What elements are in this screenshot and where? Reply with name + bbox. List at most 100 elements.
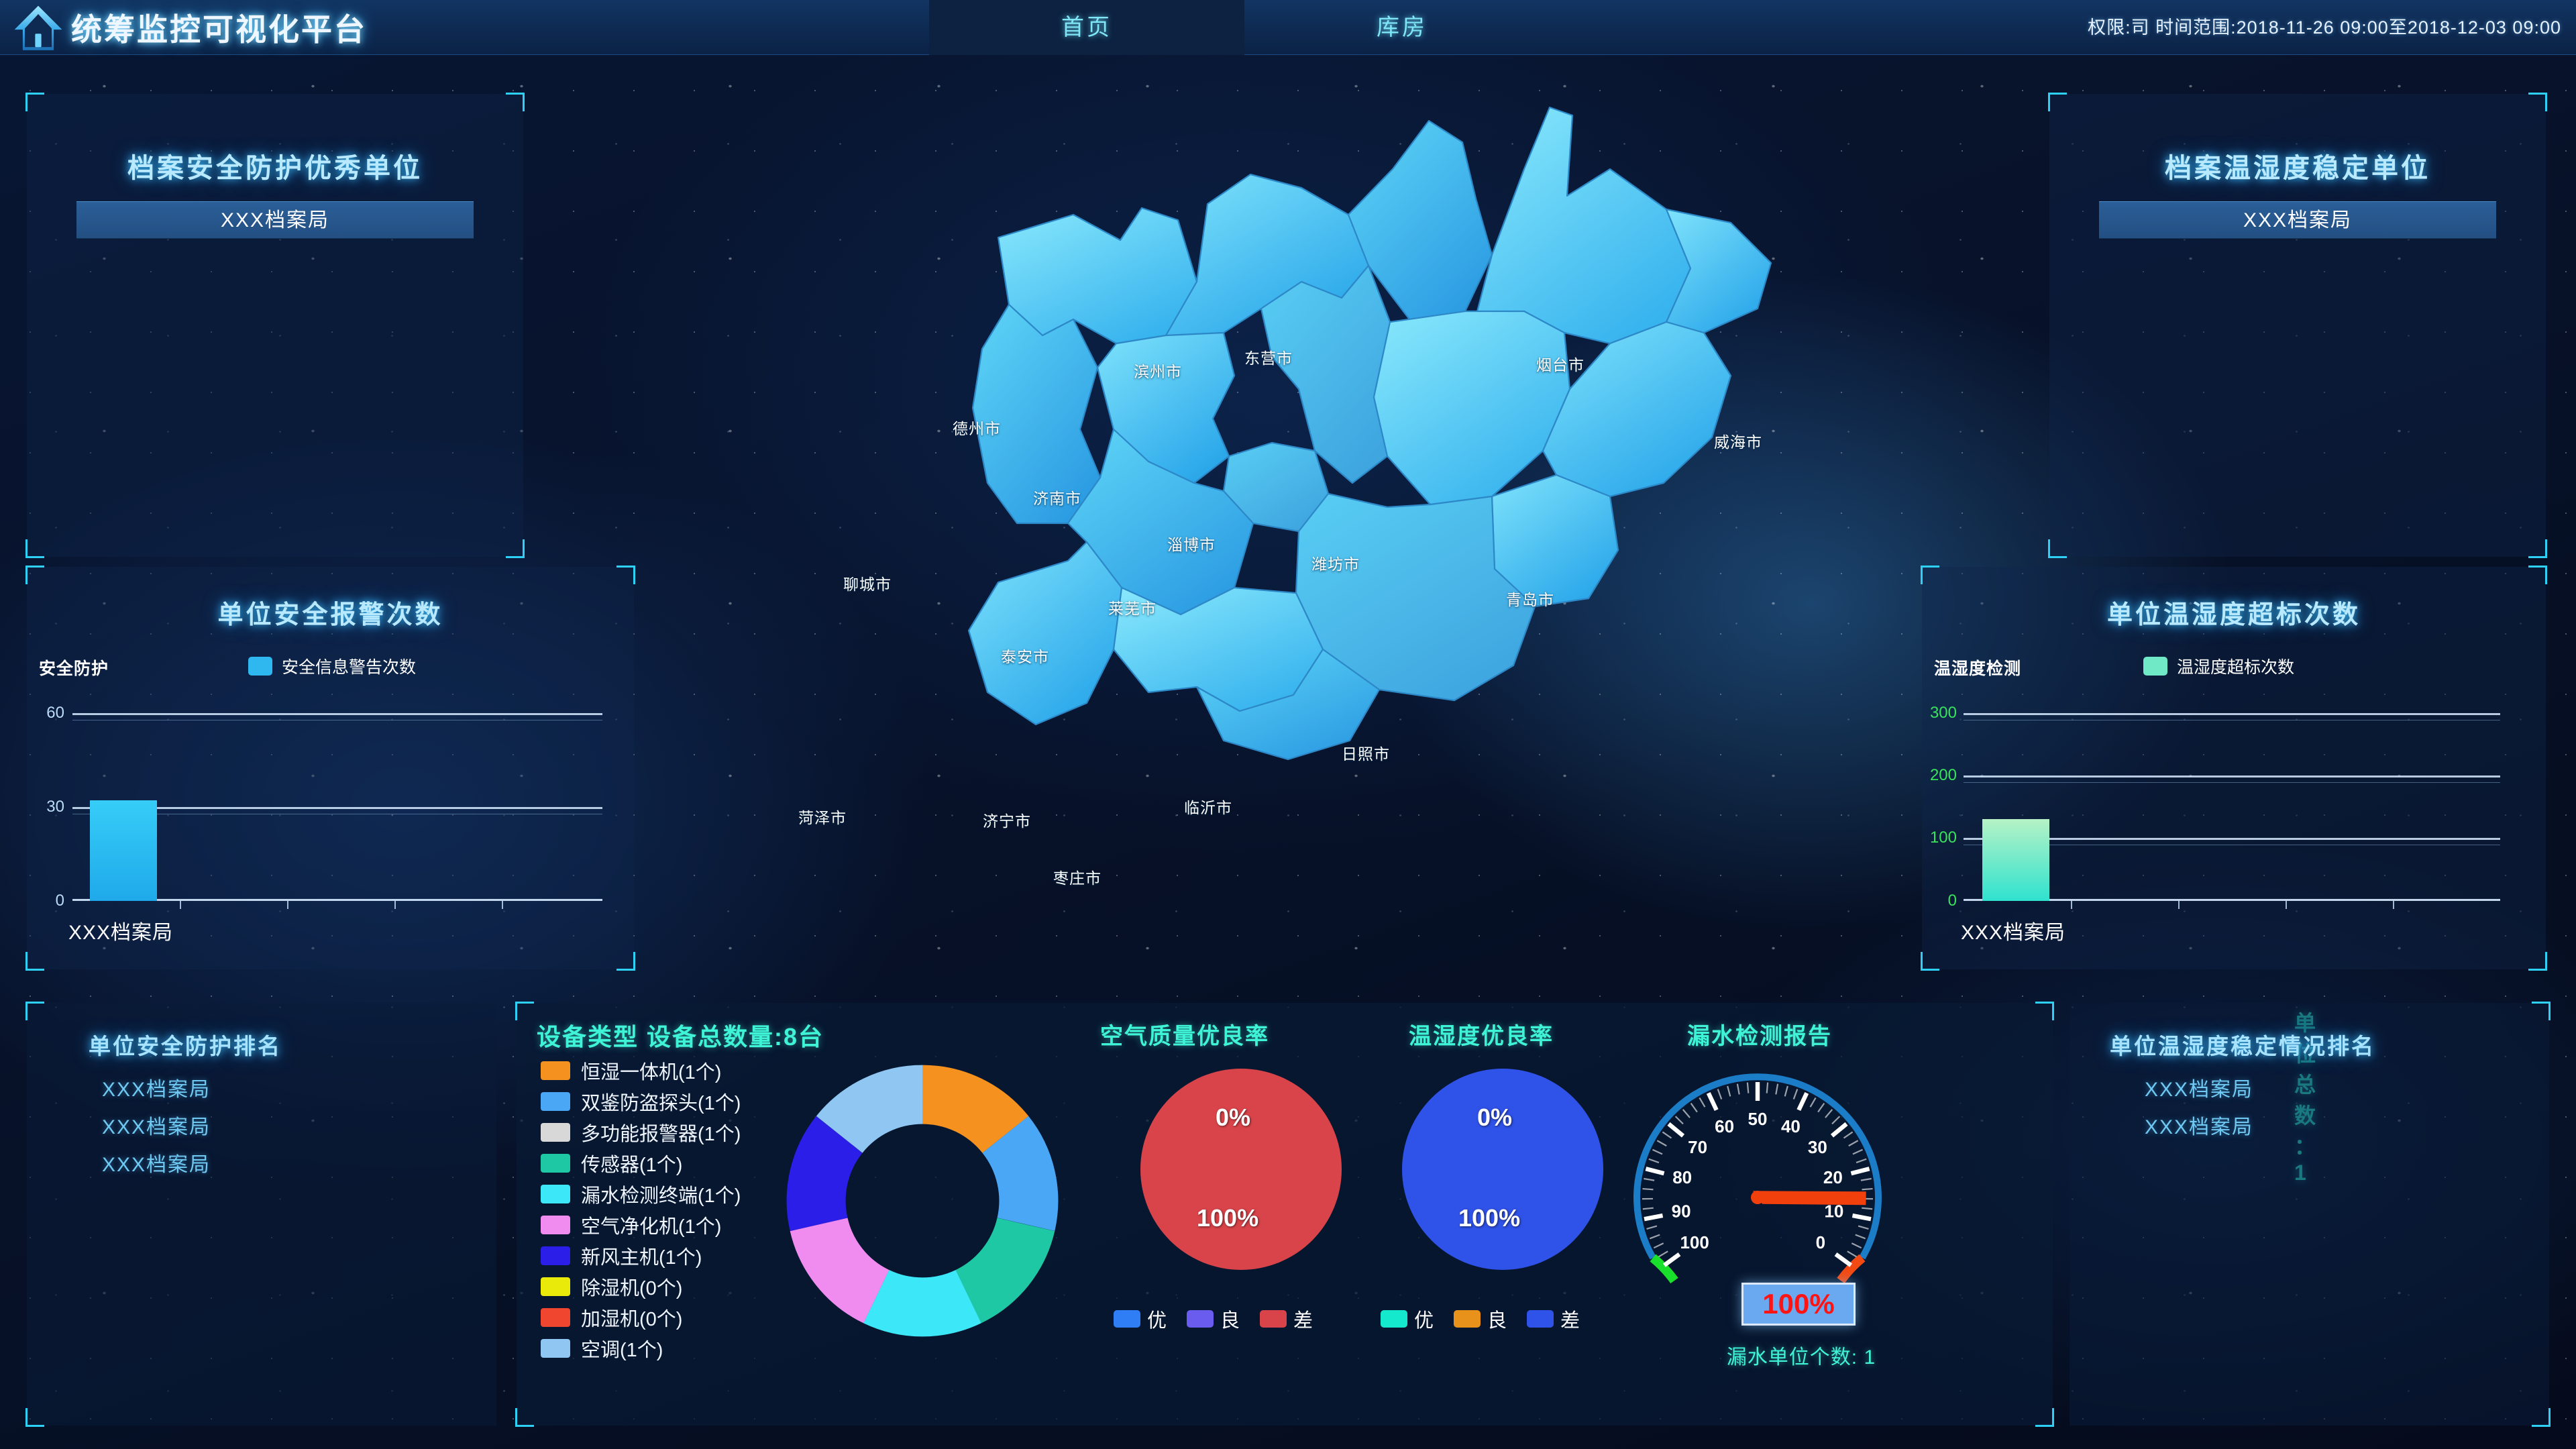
humidity-quality-pie[interactable] [1402, 1069, 1603, 1270]
city-label[interactable]: 威海市 [1714, 433, 1762, 451]
device-legend-item[interactable]: 新风主机(1个) [541, 1240, 829, 1271]
security-rank-list: XXX档案局 XXX档案局 XXX档案局 [27, 1069, 496, 1181]
device-legend-swatch-icon [541, 1092, 570, 1111]
china-shandong-map[interactable]: 单 位 总 数 ： 1 滨州市东营市烟台市威海市德州市济南市淄博市潍坊市青岛市聊… [671, 80, 2316, 1185]
device-legend-item[interactable]: 空调(1个) [541, 1333, 829, 1364]
device-legend-item[interactable]: 双鉴防盗探头(1个) [541, 1086, 829, 1117]
gauge-tick [1848, 1140, 1859, 1147]
city-label[interactable]: 泰安市 [1001, 648, 1049, 665]
pie-legend-item[interactable]: 差 [1260, 1305, 1313, 1333]
donut-slice-fresh-air[interactable] [786, 1065, 1059, 1337]
panel-security-rank: 单位安全防护排名 XXX档案局 XXX档案局 XXX档案局 [25, 1002, 496, 1427]
gauge-tick [1644, 1177, 1655, 1181]
gauge-tick [1652, 1148, 1663, 1155]
city-label[interactable]: 东营市 [1244, 350, 1293, 367]
gauge-tick [1860, 1177, 1872, 1181]
tab-home[interactable]: 首页 [929, 0, 1244, 55]
bottom-dashboard-strip: 设备类型 设备总数量:8台 恒湿一体机(1个) 双鉴防盗探头(1个) 多功能报警器(… [515, 1002, 2054, 1427]
device-legend-item[interactable]: 传感器(1个) [541, 1148, 829, 1179]
city-label[interactable]: 滨州市 [1134, 363, 1182, 380]
pie-legend-item[interactable]: 良 [1454, 1305, 1507, 1333]
header-meta-text: 权限:司 时间范围:2018-11-26 09:00至2018-12-03 09… [2088, 17, 2561, 38]
rank-item[interactable]: XXX档案局 [102, 1154, 211, 1176]
corner-tr [2528, 566, 2547, 584]
city-label[interactable]: 潍坊市 [1311, 555, 1360, 573]
leak-report-title: 漏水检测报告 [1687, 1024, 1832, 1049]
pie-legend-item[interactable]: 优 [1114, 1305, 1167, 1333]
leak-unit-count: 漏水单位个数: 1 [1726, 1346, 1876, 1368]
map-svg[interactable] [671, 80, 1945, 973]
city-label[interactable]: 菏泽市 [798, 809, 847, 826]
city-label[interactable]: 淄博市 [1167, 536, 1216, 553]
device-legend-item[interactable]: 漏水检测终端(1个) [541, 1179, 829, 1210]
gauge-tick [1830, 1122, 1848, 1138]
city-label[interactable]: 聊城市 [843, 576, 892, 593]
device-legend-swatch-icon [541, 1246, 570, 1265]
gauge-needle [1752, 1191, 1866, 1205]
device-legend-item[interactable]: 加湿机(0个) [541, 1302, 829, 1333]
humidity-quality-title: 温湿度优良率 [1409, 1024, 1554, 1049]
device-legend-item[interactable]: 多功能报警器(1个) [541, 1117, 829, 1148]
axis-name-humidity: 温湿度检测 [1934, 659, 2022, 678]
gauge-tick [1856, 1158, 1867, 1164]
gauge-tick [1662, 1131, 1672, 1139]
ytick-0: 0 [1947, 892, 1957, 910]
device-legend-swatch-icon [541, 1308, 570, 1327]
stable-humidity-unit-chip[interactable]: XXX档案局 [2099, 201, 2496, 239]
rank-item[interactable]: XXX档案局 [102, 1116, 211, 1138]
donut-slice-air-purifier[interactable] [781, 1059, 1065, 1343]
plot-area-humidity [1964, 713, 2500, 909]
city-label[interactable]: 临沂市 [1184, 799, 1232, 816]
gauge-tick [1658, 1250, 1668, 1258]
rank-item[interactable]: XXX档案局 [2145, 1116, 2254, 1138]
city-label[interactable]: 德州市 [953, 420, 1001, 437]
pie-legend-item[interactable]: 良 [1187, 1305, 1240, 1333]
pie-legend-swatch-icon [1114, 1310, 1140, 1328]
xtick [2071, 901, 2072, 909]
rank-item[interactable]: XXX档案局 [102, 1079, 211, 1101]
gauge-tick-label: 0 [1816, 1232, 1825, 1252]
gauge-tick [1736, 1083, 1740, 1095]
gauge-tick [1667, 1122, 1685, 1138]
gauge-tick [1825, 1109, 1833, 1118]
gauge-tick [1847, 1250, 1858, 1258]
gauge-tick [1858, 1225, 1869, 1230]
city-label[interactable]: 日照市 [1342, 745, 1390, 763]
city-label[interactable]: 烟台市 [1536, 356, 1585, 374]
legend-label: 安全信息警告次数 [282, 658, 417, 677]
device-type-donut-chart[interactable] [775, 1053, 1070, 1348]
pie-legend-item[interactable]: 差 [1527, 1305, 1580, 1333]
city-label[interactable]: 青岛市 [1506, 591, 1554, 608]
gauge-tick-label: 100 [1680, 1232, 1709, 1252]
pie-legend-label: 良 [1487, 1310, 1507, 1332]
gauge-tick [1645, 1167, 1665, 1176]
gauge-tick [1766, 1082, 1769, 1093]
bar-humidity-exceed[interactable] [1982, 819, 2049, 901]
air-quality-pie[interactable] [1140, 1069, 1342, 1270]
device-legend-label: 多功能报警器(1个) [581, 1124, 741, 1145]
rank-item[interactable]: XXX档案局 [2145, 1079, 2254, 1101]
xlabel-security: XXX档案局 [68, 922, 174, 944]
city-label[interactable]: 济南市 [1033, 490, 1081, 507]
device-legend-label: 双鉴防盗探头(1个) [581, 1093, 741, 1114]
donut-slice-dual-sensor[interactable] [775, 1053, 1070, 1348]
panel-title-humidity-rank: 单位温湿度稳定情况排名 [2110, 1034, 2375, 1059]
ytick-300: 300 [1929, 704, 1957, 722]
gauge-tick [1682, 1109, 1690, 1118]
tab-depot[interactable]: 库房 [1377, 15, 1428, 40]
device-legend-label: 恒湿一体机(1个) [581, 1062, 722, 1083]
bar-security-alarm[interactable] [90, 800, 157, 901]
corner-bl [515, 1408, 534, 1427]
gridline-200 [1964, 775, 2500, 777]
xtick [2393, 901, 2394, 909]
device-legend-item[interactable]: 空气净化机(1个) [541, 1210, 829, 1240]
device-legend-item[interactable]: 恒湿一体机(1个) [541, 1055, 829, 1086]
city-label[interactable]: 枣庄市 [1053, 869, 1102, 887]
city-label[interactable]: 莱芜市 [1108, 600, 1157, 617]
pie-legend-item[interactable]: 优 [1381, 1305, 1434, 1333]
ytick-100: 100 [1929, 828, 1957, 847]
city-label[interactable]: 济宁市 [983, 812, 1031, 830]
excellent-security-unit-chip[interactable]: XXX档案局 [76, 201, 474, 239]
device-legend-item[interactable]: 除湿机(0个) [541, 1271, 829, 1302]
